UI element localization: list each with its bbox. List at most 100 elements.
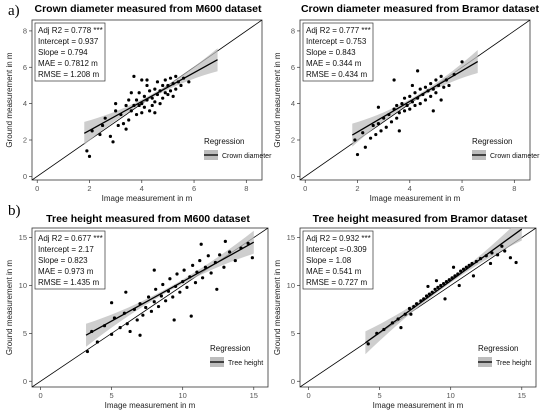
data-point xyxy=(103,116,107,120)
data-point xyxy=(407,306,412,311)
data-point xyxy=(390,321,395,325)
data-point xyxy=(138,302,142,306)
x-axis-label: Image measurement in m xyxy=(370,194,461,203)
chart-title: Tree height measured from Bramor dataset xyxy=(313,213,528,225)
data-point xyxy=(112,316,117,320)
data-point xyxy=(453,274,457,278)
data-point xyxy=(209,271,213,275)
data-point xyxy=(471,274,476,278)
y-tick-label: 6 xyxy=(291,63,295,72)
data-point xyxy=(379,129,383,133)
x-tick-label: 15 xyxy=(250,391,258,400)
y-tick-label: 5 xyxy=(23,329,27,338)
data-point xyxy=(158,89,162,93)
legend-title: Regression xyxy=(472,137,512,146)
data-point xyxy=(127,98,131,102)
data-point xyxy=(371,123,375,128)
x-axis-label: Image measurement in m xyxy=(105,401,196,410)
stats-line: MAE = 0.344 m xyxy=(306,59,362,68)
data-point xyxy=(429,82,433,86)
data-point xyxy=(408,94,412,98)
data-point xyxy=(444,280,449,284)
legend-title: Regression xyxy=(478,344,518,353)
data-point xyxy=(416,69,420,73)
data-point xyxy=(174,87,178,91)
data-point xyxy=(161,282,165,287)
data-point xyxy=(145,83,149,88)
data-point xyxy=(181,280,185,284)
data-point xyxy=(128,329,132,334)
data-point xyxy=(439,283,443,288)
y-tick-label: 0 xyxy=(23,172,27,181)
data-point xyxy=(410,100,414,104)
data-point xyxy=(418,102,422,106)
stats-box xyxy=(302,230,374,290)
data-point xyxy=(137,91,141,95)
data-point xyxy=(427,292,431,296)
data-point xyxy=(470,261,474,266)
data-point xyxy=(163,91,167,95)
data-point xyxy=(484,254,488,258)
regression-line xyxy=(85,241,255,336)
stats-line: Adj R2 = 0.777 *** xyxy=(306,26,371,35)
data-point xyxy=(447,83,451,88)
legend-item-label: Crown diameter xyxy=(222,153,272,160)
data-point xyxy=(439,74,443,78)
data-point xyxy=(405,103,409,108)
data-point xyxy=(436,83,441,88)
data-point xyxy=(182,268,186,272)
data-point xyxy=(141,313,145,317)
data-point xyxy=(129,91,133,95)
y-tick-label: 8 xyxy=(23,26,27,35)
data-point xyxy=(429,94,433,98)
data-point xyxy=(150,96,154,100)
data-point xyxy=(191,263,195,267)
x-tick-label: 5 xyxy=(378,391,382,400)
chart-2: Crown diameter measured from Bramor data… xyxy=(273,3,540,203)
data-point xyxy=(142,94,146,98)
confidence-band xyxy=(365,228,522,355)
data-point xyxy=(397,111,401,115)
data-point xyxy=(172,318,176,322)
data-point xyxy=(431,87,435,91)
chart-4: Tree height measured from Bramor dataset… xyxy=(273,213,537,410)
y-axis-label: Ground measurement in m xyxy=(5,260,14,355)
stats-box xyxy=(34,22,106,82)
data-point xyxy=(387,112,391,117)
data-point xyxy=(166,83,170,88)
data-point xyxy=(124,103,128,108)
data-point xyxy=(434,78,438,82)
data-point xyxy=(168,277,172,281)
data-point xyxy=(434,279,439,283)
data-point xyxy=(461,267,466,271)
stats-line: MAE = 0.541 m xyxy=(306,267,362,276)
data-point xyxy=(132,307,136,312)
data-point xyxy=(87,154,92,158)
x-tick-label: 10 xyxy=(179,391,187,400)
data-point xyxy=(146,295,151,299)
data-point xyxy=(402,96,407,100)
y-tick-label: 6 xyxy=(23,63,27,72)
data-point xyxy=(85,349,90,354)
stats-line: RMSE = 0.434 m xyxy=(306,70,367,79)
data-point xyxy=(368,136,373,140)
data-point xyxy=(363,145,367,149)
stats-line: RMSE = 1.208 m xyxy=(38,70,99,79)
data-point xyxy=(459,269,463,273)
data-point xyxy=(490,251,494,255)
y-tick-label: 2 xyxy=(23,136,27,145)
data-point xyxy=(399,326,403,330)
y-tick-label: 2 xyxy=(291,136,295,145)
data-point xyxy=(140,78,144,82)
plot-area xyxy=(300,20,530,180)
data-point xyxy=(389,120,394,124)
data-point xyxy=(185,285,189,289)
data-point xyxy=(239,246,243,250)
data-point xyxy=(423,98,428,102)
data-point xyxy=(250,256,254,260)
chart-title: Tree height measured from M600 dataset xyxy=(46,213,250,225)
data-point xyxy=(460,60,464,64)
data-point xyxy=(124,127,128,131)
data-point xyxy=(436,285,440,289)
